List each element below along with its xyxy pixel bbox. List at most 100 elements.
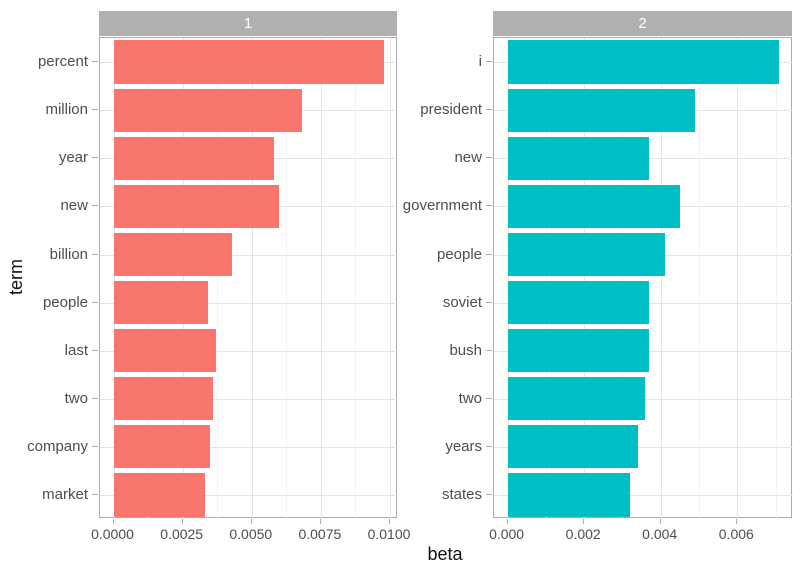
gridline-major-vertical [660, 38, 662, 519]
x-tick-label: 0.0100 [367, 526, 411, 542]
x-tick-mark [659, 519, 661, 524]
facet-strip-1: 1 [99, 11, 397, 36]
category-label-last: last [64, 341, 88, 359]
y-tick-mark [92, 109, 98, 111]
category-label-president: president [420, 101, 482, 119]
category-label-people: people [436, 245, 482, 263]
x-tick-mark [181, 519, 183, 524]
gridline-major-vertical [320, 38, 322, 519]
x-tick-mark [389, 519, 390, 524]
bar-new [113, 184, 280, 228]
y-tick-mark [486, 493, 492, 495]
bar-last [113, 329, 216, 373]
x-tick-mark [506, 519, 508, 524]
x-tick-mark [112, 519, 114, 524]
category-label-soviet: soviet [442, 293, 482, 311]
category-label-people: people [42, 293, 88, 311]
bar-years [507, 425, 638, 469]
gridline-minor-vertical [545, 38, 547, 519]
bar-market [113, 473, 205, 517]
facet-strip-label: 2 [638, 15, 647, 32]
y-tick-mark [92, 157, 98, 159]
x-tick-mark [319, 519, 321, 524]
bar-million [113, 88, 302, 132]
x-tick-label: 0.0075 [298, 526, 342, 542]
gridline-major-horizontal [100, 254, 398, 256]
bar-two [113, 377, 213, 421]
gridline-major-horizontal [100, 446, 398, 448]
gridline-minor-vertical [699, 38, 700, 519]
category-label-years: years [445, 437, 482, 455]
y-tick-mark [486, 157, 492, 159]
category-label-bush: bush [449, 341, 482, 359]
gridline-major-horizontal [100, 302, 398, 304]
facet-panel-1 [99, 37, 398, 519]
category-label-million: million [45, 101, 88, 119]
x-tick-label: 0.002 [565, 526, 601, 542]
y-axis-title: term [6, 259, 26, 295]
y-tick-mark [92, 349, 98, 351]
x-tick-label: 0.0050 [229, 526, 273, 542]
gridline-major-vertical [507, 38, 509, 519]
y-tick-mark [92, 301, 98, 303]
y-tick-mark [486, 61, 492, 62]
x-axis-title: beta [427, 544, 463, 564]
gridline-major-horizontal [494, 446, 793, 448]
bar-states [507, 473, 631, 517]
gridline-major-vertical [251, 38, 253, 519]
y-tick-mark [92, 253, 98, 255]
bar-new [507, 136, 650, 180]
x-tick-mark [736, 519, 738, 524]
bar-year [113, 136, 274, 180]
gridline-major-horizontal [100, 398, 398, 400]
bar-people [507, 232, 665, 277]
x-tick-label: 0.006 [718, 526, 754, 542]
bar-people [113, 280, 208, 325]
category-label-percent: percent [37, 53, 88, 70]
bar-bush [507, 329, 650, 373]
x-tick-label: 0.000 [489, 526, 525, 542]
bar-president [507, 88, 696, 132]
category-label-billion: billion [49, 245, 88, 263]
category-label-year: year [58, 149, 88, 167]
x-tick-mark [583, 519, 585, 524]
x-tick-mark [250, 519, 252, 524]
facet-strip-2: 2 [493, 11, 792, 36]
x-tick-label: 0.0025 [160, 526, 204, 542]
gridline-minor-vertical [775, 38, 777, 519]
gridline-major-vertical [584, 38, 586, 519]
category-label-states: states [441, 485, 482, 503]
y-tick-mark [486, 253, 492, 255]
y-tick-mark [92, 445, 98, 447]
bar-two [507, 377, 646, 421]
category-label-company: company [27, 437, 88, 455]
bar-billion [113, 232, 233, 277]
gridline-major-vertical [390, 38, 391, 519]
y-tick-mark [486, 205, 492, 207]
y-tick-mark [92, 205, 98, 207]
gridline-major-horizontal [100, 350, 398, 352]
gridline-minor-vertical [286, 38, 288, 519]
y-tick-mark [486, 445, 492, 447]
category-label-two: two [64, 389, 88, 407]
bar-i [507, 40, 780, 84]
y-tick-mark [92, 397, 98, 399]
bar-soviet [507, 280, 650, 325]
y-tick-mark [92, 61, 98, 62]
y-tick-mark [486, 349, 492, 351]
gridline-minor-vertical [622, 38, 624, 519]
category-label-two: two [458, 389, 482, 407]
category-label-new: new [60, 197, 88, 215]
category-label-market: market [42, 485, 88, 503]
x-tick-label: 0.0000 [91, 526, 134, 542]
category-label-government: government [402, 197, 482, 215]
gridline-major-vertical [113, 38, 115, 519]
x-tick-label: 0.004 [642, 526, 678, 542]
gridline-minor-vertical [217, 38, 219, 519]
bar-company [113, 425, 211, 469]
gridline-major-vertical [182, 38, 184, 519]
y-tick-mark [486, 301, 492, 303]
gridline-minor-vertical [148, 38, 150, 519]
bar-government [507, 184, 680, 228]
